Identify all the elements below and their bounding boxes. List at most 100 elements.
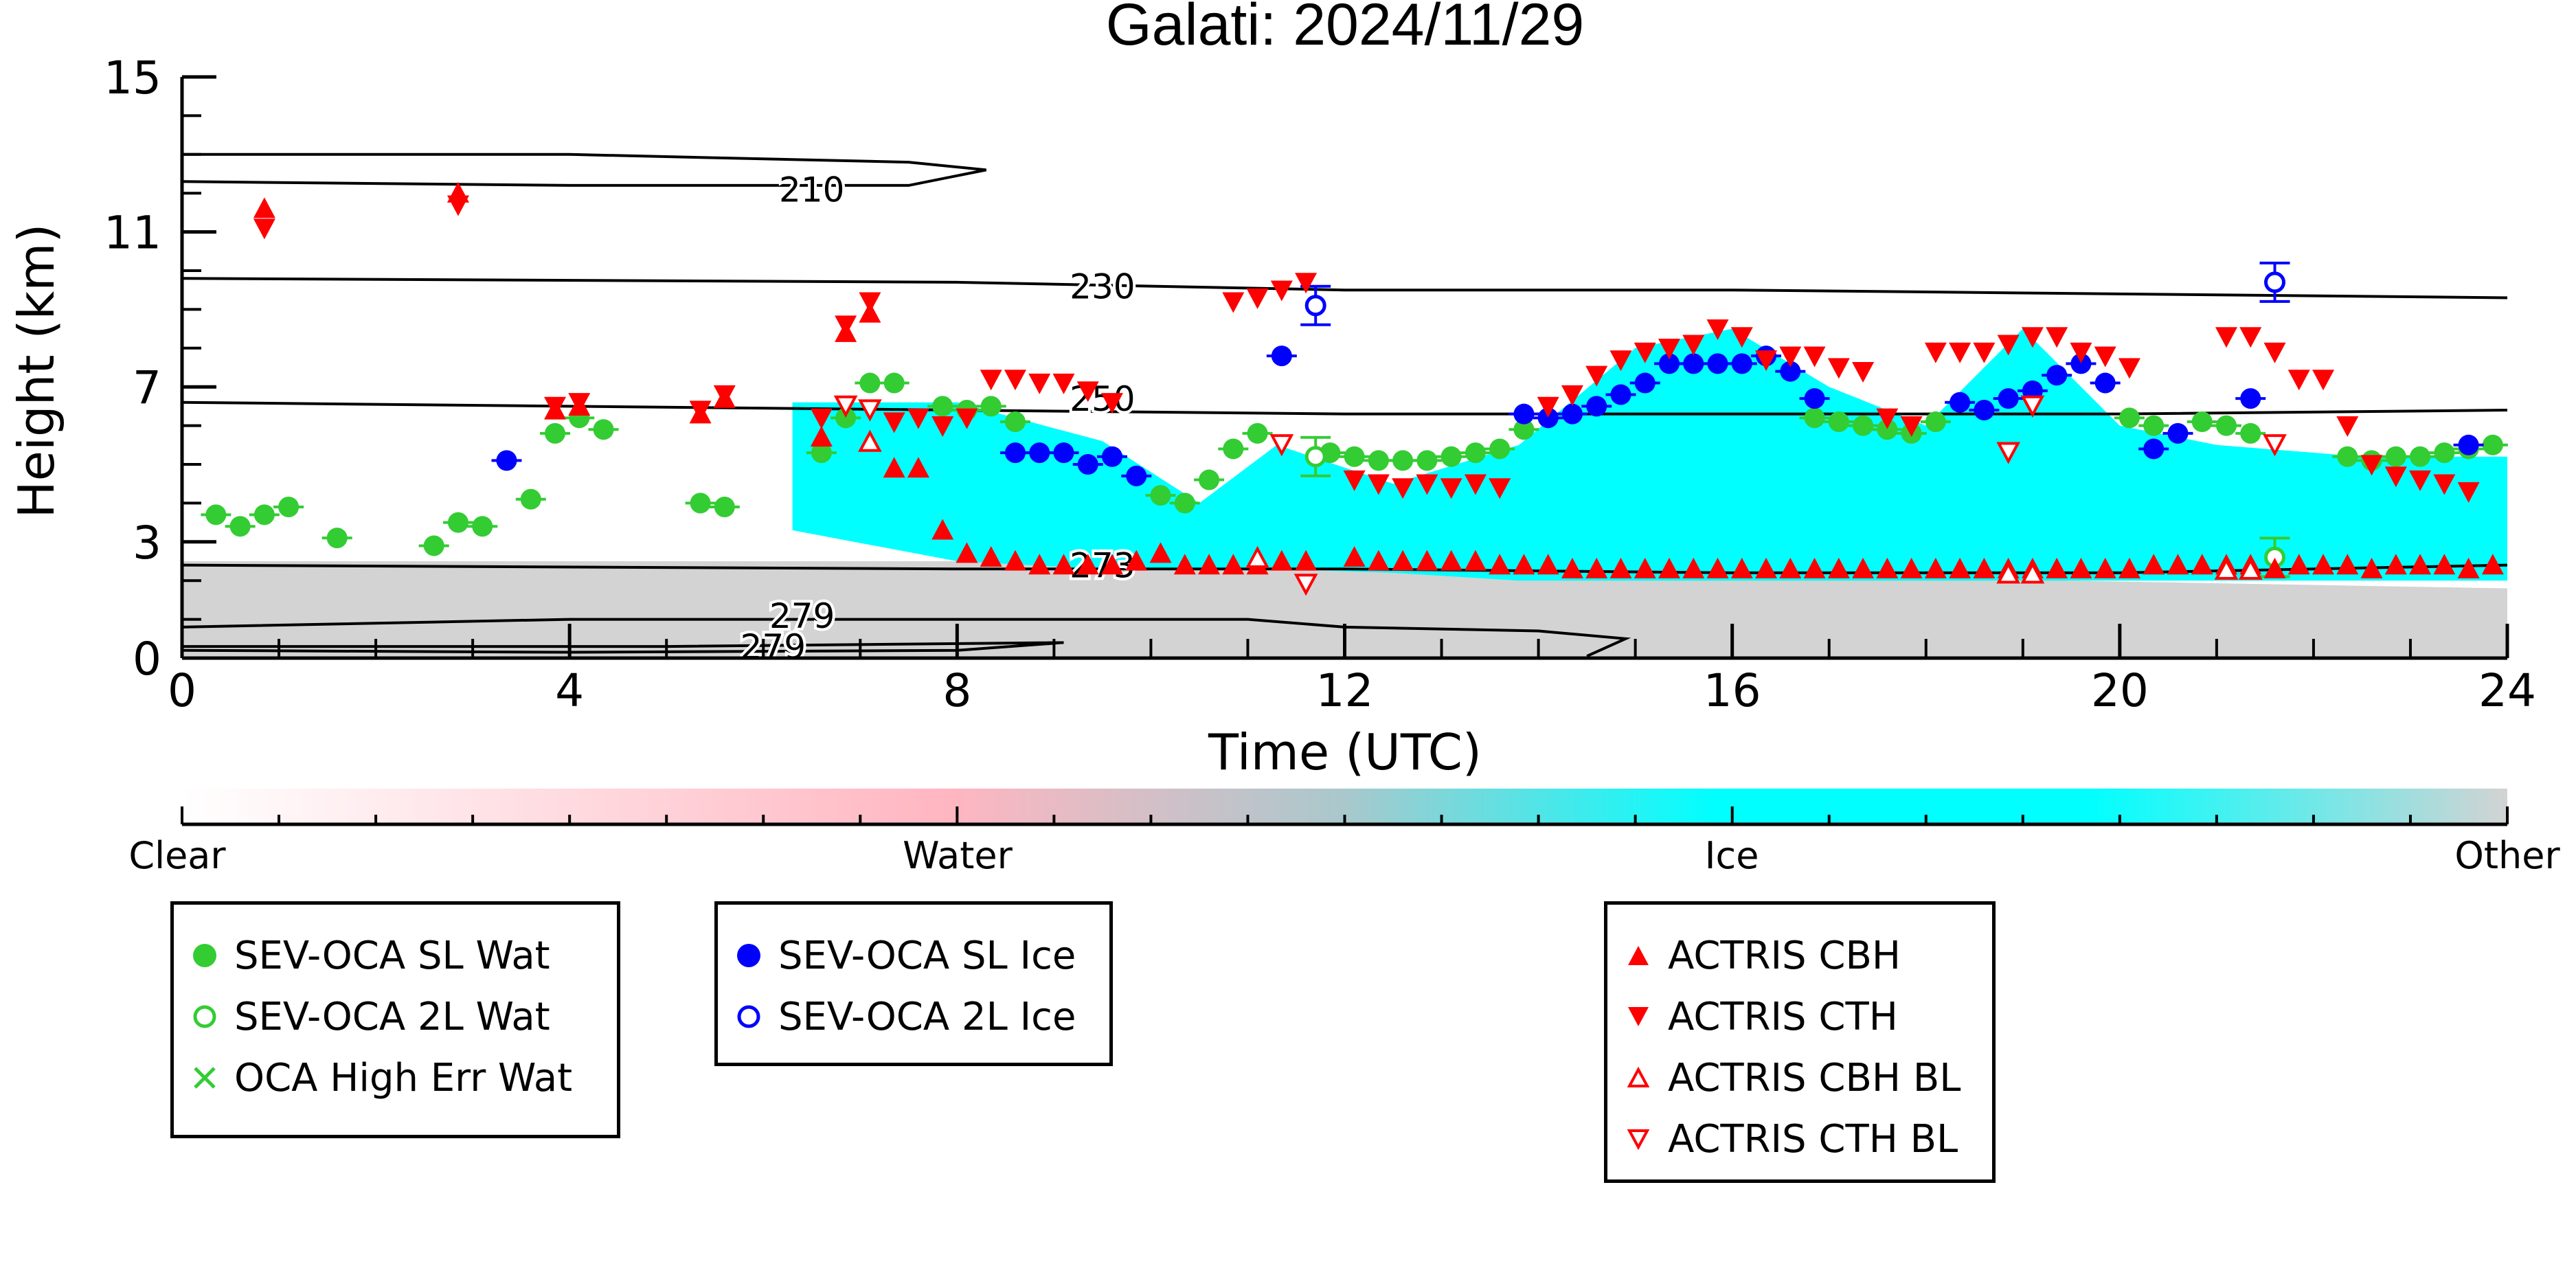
data-point [1368,450,1389,471]
legend-actris: ACTRIS CBH ACTRIS CTH ACTRIS CBH BL ACTR… [1604,901,1996,1183]
data-point [2214,557,2239,580]
data-point [2167,554,2189,575]
data-point [1513,403,1535,425]
data-point [689,400,712,422]
colorbar-label-water: Water [903,834,1013,877]
data-point [1755,557,1778,578]
data-point [883,412,905,433]
data-point [1343,546,1366,567]
colorbar-label-other: Other [2454,834,2560,877]
data-point [1269,434,1294,457]
x-tick-label: 4 [555,664,584,717]
data-point [1489,438,1511,460]
data-point [907,408,929,429]
data-point [1950,392,1971,413]
data-point [1683,353,1704,374]
data-point [1270,550,1293,571]
legend-label: SEV-OCA 2L Wat [234,994,550,1039]
colorbar-ticks [181,806,2509,824]
data-point [2094,346,2116,368]
data-point [1779,557,1802,578]
data-point [2240,388,2261,409]
data-point [2433,474,2456,495]
data-point [2239,327,2262,348]
data-point [1489,554,1511,575]
data-point [544,396,567,418]
data-point [690,493,711,514]
data-point [1852,362,1875,383]
data-point [1295,550,1318,571]
other-mask-area [182,561,2507,658]
x-tick-label: 20 [2091,664,2149,717]
legend-label: SEV-OCA SL Wat [234,933,550,978]
data-point [859,372,881,394]
legend-item-oca-high-err-wat: OCA High Err Wat [188,1056,572,1100]
legend-item-sev-oca-sl-wat: SEV-OCA SL Wat [188,933,550,978]
data-point [447,195,469,216]
data-point [1803,346,1826,368]
data-point [1924,342,1947,363]
contour-line [181,641,1064,654]
data-point [1489,478,1511,499]
data-point [1706,557,1729,578]
data-point [1804,388,1825,409]
open-circle-marker-icon [732,996,766,1037]
data-point [1682,557,1705,578]
data-point [1343,470,1366,491]
data-point [1101,554,1123,575]
data-point [1416,474,1438,495]
data-point [1996,561,2020,584]
x-tick-label: 12 [1316,664,1374,717]
data-point [2434,442,2455,464]
data-point [253,218,275,240]
contour-line [181,277,2508,300]
data-point [1804,407,1825,429]
legend-item-actris-cbh-bl: ACTRIS CBH BL [1621,1056,1961,1100]
data-point [278,497,300,518]
data-point [2094,557,2116,578]
legend-label: SEV-OCA SL Ice [778,933,1076,978]
data-point [447,512,468,533]
data-point [1053,442,1074,464]
data-point [2409,554,2432,575]
data-point [1634,372,1656,394]
data-point [1464,550,1487,571]
data-point [1440,446,1462,467]
data-point [1004,550,1026,571]
data-point [1780,361,1801,382]
data-point [1537,407,1559,429]
data-point [1634,557,1656,578]
data-point [1392,478,1414,499]
contour-line [181,618,1631,658]
data-point [1585,557,1608,578]
data-point [1271,346,1292,367]
data-point [1973,557,1996,578]
data-point [2312,370,2335,391]
data-point [545,422,566,444]
contour-label: 210 [779,170,844,210]
data-point [1247,422,1268,444]
colorbar-label-ice: Ice [1705,834,1759,877]
data-point [1367,474,1390,495]
colorbar-label-clear: Clear [128,834,226,877]
x-axis-label: Time (UTC) [1208,723,1482,781]
data-point [1198,554,1221,575]
data-point [713,385,736,406]
data-point [1561,385,1583,406]
data-point [2336,416,2359,437]
data-point [2118,358,2140,379]
y-tick-label: 15 [104,52,161,104]
data-point [1706,319,1729,340]
data-point [2070,557,2092,578]
data-point [1125,550,1148,571]
data-point [1997,335,2020,356]
data-point [2433,554,2456,575]
data-point [2119,407,2140,429]
data-point [2070,353,2092,374]
open-triangle-up-marker-icon [1621,1057,1656,1098]
data-point [1682,335,1705,356]
y-tick-label: 7 [133,361,161,414]
data-point [2167,422,2189,444]
data-point [810,408,833,429]
data-point [1974,400,1995,421]
